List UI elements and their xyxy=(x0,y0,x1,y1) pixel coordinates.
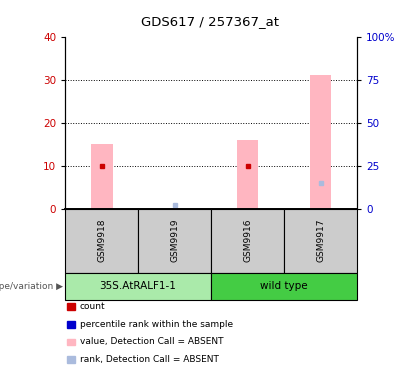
Text: GSM9918: GSM9918 xyxy=(97,219,106,262)
Text: GSM9916: GSM9916 xyxy=(243,219,252,262)
Text: percentile rank within the sample: percentile rank within the sample xyxy=(80,320,233,329)
Text: genotype/variation ▶: genotype/variation ▶ xyxy=(0,282,63,291)
Text: GSM9919: GSM9919 xyxy=(170,219,179,262)
Text: value, Detection Call = ABSENT: value, Detection Call = ABSENT xyxy=(80,337,223,346)
Text: 35S.AtRALF1-1: 35S.AtRALF1-1 xyxy=(100,281,176,291)
Text: rank, Detection Call = ABSENT: rank, Detection Call = ABSENT xyxy=(80,355,219,364)
Text: count: count xyxy=(80,302,105,311)
Bar xyxy=(236,140,258,209)
Bar xyxy=(310,75,331,209)
Text: GDS617 / 257367_at: GDS617 / 257367_at xyxy=(141,15,279,28)
Text: wild type: wild type xyxy=(260,281,308,291)
Text: GSM9917: GSM9917 xyxy=(316,219,325,262)
Bar xyxy=(91,144,113,209)
